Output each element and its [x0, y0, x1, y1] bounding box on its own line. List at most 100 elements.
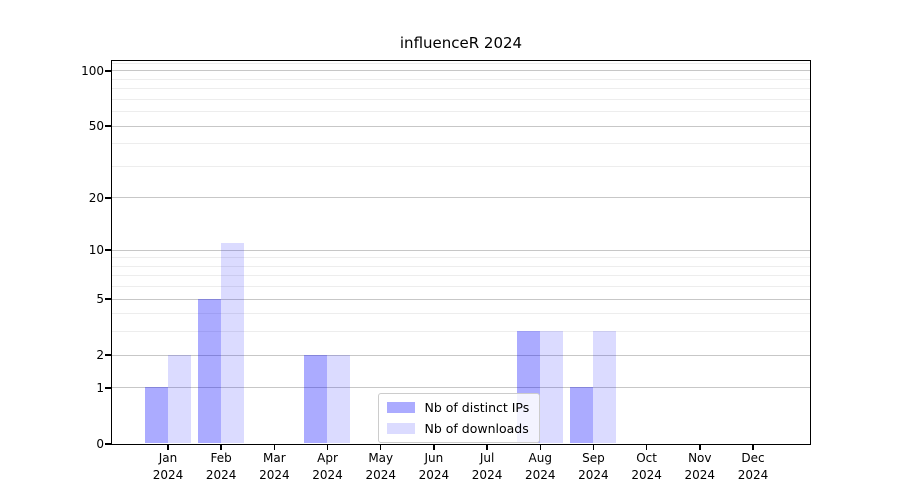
gridline-major [111, 249, 810, 251]
bar-downloads [592, 331, 616, 444]
x-tick [167, 444, 169, 450]
bar-distinct-ips [304, 354, 328, 444]
legend-swatch-downloads [386, 422, 415, 434]
x-tick-label-month: May [368, 451, 394, 465]
x-tick-label-month: Jun [424, 451, 444, 465]
x-tick-label: Aug 2024 [508, 450, 572, 484]
bar-downloads [167, 354, 191, 444]
plot-area: Nb of distinct IPs Nb of downloads [110, 59, 811, 445]
y-tick [105, 249, 112, 251]
gridline-major [111, 298, 810, 300]
gridline-major [111, 70, 810, 72]
x-tick-label-year: 2024 [684, 468, 716, 482]
x-tick-label: Dec 2024 [721, 450, 785, 484]
gridline-major [111, 354, 810, 356]
x-tick-label-year: 2024 [524, 468, 556, 482]
x-tick-label-year: 2024 [471, 468, 503, 482]
gridline-minor [111, 257, 810, 259]
x-tick-label-month: Sep [582, 451, 605, 465]
x-tick-label-year: 2024 [365, 468, 396, 482]
y-tick-label: 50 [88, 119, 104, 134]
y-tick [105, 443, 112, 445]
legend-item-distinct-ips: Nb of distinct IPs [386, 399, 530, 416]
chart-title: influenceR 2024 [399, 34, 523, 52]
gridline-minor [111, 88, 810, 90]
bar-distinct-ips [144, 387, 168, 444]
x-tick-label: Jul 2024 [455, 450, 519, 484]
x-tick-label-year: 2024 [205, 468, 237, 482]
gridline-minor [111, 286, 810, 288]
x-tick-label-month: Oct [636, 451, 657, 465]
x-tick-label-year: 2024 [737, 468, 769, 482]
x-tick-label: Feb 2024 [189, 450, 253, 484]
y-tick [105, 197, 112, 199]
y-tick-label: 10 [88, 243, 104, 258]
x-tick-label-month: Nov [688, 451, 712, 465]
x-tick [379, 444, 382, 450]
gridline-minor [111, 78, 810, 80]
gridline-minor [111, 62, 810, 64]
x-tick-label: Oct 2024 [615, 450, 679, 484]
legend-label-distinct-ips: Nb of distinct IPs [424, 399, 530, 415]
legend-item-downloads: Nb of downloads [386, 420, 530, 437]
bar-downloads [327, 354, 351, 444]
x-tick [273, 444, 276, 450]
y-tick-label: 20 [88, 190, 104, 205]
y-tick-label: 5 [96, 292, 104, 307]
x-tick-label: May 2024 [349, 450, 413, 484]
gridline-minor [111, 331, 810, 333]
x-tick [220, 444, 222, 450]
x-tick-label-year: 2024 [578, 468, 609, 482]
x-tick-label-year: 2024 [152, 468, 184, 482]
y-tick-label: 2 [96, 348, 104, 363]
bar-downloads [220, 242, 244, 444]
gridline-minor [111, 111, 810, 113]
x-tick-label: Nov 2024 [668, 450, 732, 484]
x-tick [699, 444, 701, 450]
x-tick-label: Mar 2024 [242, 450, 306, 484]
x-tick-label-year: 2024 [631, 468, 662, 482]
x-tick [486, 444, 488, 450]
x-tick-label: Apr 2024 [296, 450, 360, 484]
gridline-minor [111, 313, 810, 315]
x-tick [433, 444, 435, 450]
x-tick-label-month: Mar [263, 451, 286, 465]
x-tick-label-year: 2024 [418, 468, 450, 482]
x-tick-label-month: Apr [317, 451, 338, 465]
gridline-minor [111, 98, 810, 100]
y-tick [105, 125, 112, 127]
bar-distinct-ips [569, 387, 593, 444]
legend: Nb of distinct IPs Nb of downloads [377, 392, 541, 443]
x-tick-label-month: Aug [528, 451, 552, 465]
gridline-minor [111, 143, 810, 145]
x-tick-label-month: Feb [210, 451, 232, 465]
x-tick-label: Jan 2024 [136, 450, 200, 484]
x-tick [539, 444, 541, 450]
x-tick [326, 444, 329, 450]
x-tick-label: Sep 2024 [561, 450, 625, 484]
x-tick [752, 444, 754, 450]
gridline-major [111, 387, 810, 389]
y-tick-label: 100 [81, 63, 104, 78]
x-tick [645, 444, 648, 450]
x-tick-label-month: Jan [158, 451, 178, 465]
x-tick [592, 444, 595, 450]
x-tick-label-month: Jul [479, 451, 495, 465]
y-tick [105, 70, 112, 72]
y-tick [105, 387, 112, 389]
x-tick-label: Jun 2024 [402, 450, 466, 484]
bar-downloads [539, 331, 563, 444]
y-tick [105, 354, 112, 356]
x-tick-label-year: 2024 [312, 468, 343, 482]
gridline-minor [111, 265, 810, 267]
y-tick-label: 0 [96, 437, 104, 451]
gridline-minor [111, 275, 810, 277]
bar-distinct-ips [197, 298, 221, 444]
legend-swatch-distinct-ips [386, 401, 415, 413]
gridline-major [111, 125, 810, 127]
x-tick-label-month: Dec [741, 451, 765, 465]
x-tick-label-year: 2024 [259, 468, 290, 482]
y-tick [105, 298, 112, 300]
legend-label-downloads: Nb of downloads [424, 420, 529, 436]
